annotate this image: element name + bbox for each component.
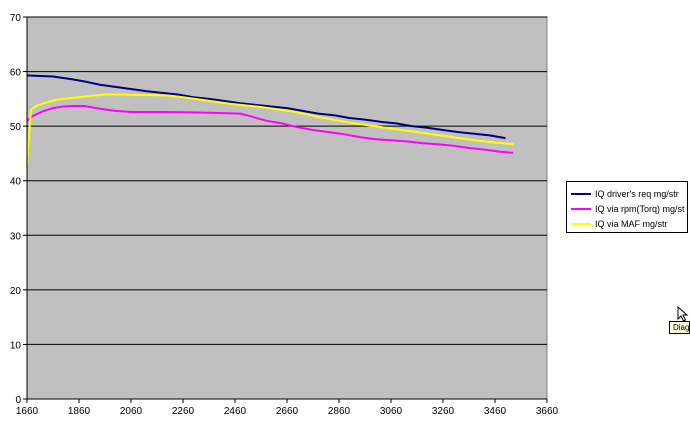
- y-tick-label: 0: [15, 395, 21, 406]
- legend-label: IQ via MAF mg/str: [595, 218, 668, 229]
- series-lines: [26, 74, 514, 165]
- series-line-3: [26, 93, 514, 165]
- y-axis-ticks: 0 10 20 30 40 50 60 70: [10, 13, 27, 406]
- x-tick-label: 1860: [68, 406, 91, 417]
- x-tick-label: 2460: [224, 406, 247, 417]
- chart-legend: IQ driver's req mg/str IQ via rpm(Torq) …: [566, 181, 688, 233]
- x-axis-ticks: 1660 1860 2060 2260 2460 2660 2860 3060 3260 3460…: [16, 399, 559, 417]
- x-tick-label: 3060: [380, 406, 403, 417]
- x-tick-label: 3460: [484, 406, 507, 417]
- legend-swatch: [571, 207, 591, 210]
- x-tick-label: 3660: [536, 406, 559, 417]
- y-tick-label: 10: [10, 340, 22, 351]
- x-tick-label: 1660: [16, 406, 39, 417]
- y-tick-label: 70: [10, 13, 22, 24]
- gridlines: [27, 16, 547, 345]
- legend-item: IQ via MAF mg/str: [569, 216, 685, 231]
- y-tick-label: 20: [10, 286, 22, 297]
- legend-label: IQ via rpm(Torq) mg/str: [595, 203, 685, 214]
- x-tick-label: 3260: [432, 406, 455, 417]
- y-tick-label: 50: [10, 122, 22, 133]
- chart-tooltip: Diagr: [669, 321, 690, 334]
- legend-item: IQ via rpm(Torq) mg/str: [569, 201, 685, 216]
- legend-swatch: [571, 222, 591, 225]
- x-tick-label: 2660: [276, 406, 299, 417]
- x-tick-label: 2260: [172, 406, 195, 417]
- y-tick-label: 40: [10, 177, 22, 188]
- series-line-1: [26, 74, 506, 140]
- legend-item: IQ driver's req mg/str: [569, 186, 685, 201]
- legend-label: IQ driver's req mg/str: [595, 188, 679, 199]
- plot-area: [26, 16, 548, 400]
- x-tick-label: 2860: [328, 406, 351, 417]
- y-tick-label: 30: [10, 231, 22, 242]
- y-tick-label: 60: [10, 68, 22, 79]
- series-line-2: [26, 105, 514, 154]
- mouse-pointer-icon: [677, 306, 689, 322]
- legend-swatch: [571, 192, 591, 195]
- x-tick-label: 2060: [120, 406, 143, 417]
